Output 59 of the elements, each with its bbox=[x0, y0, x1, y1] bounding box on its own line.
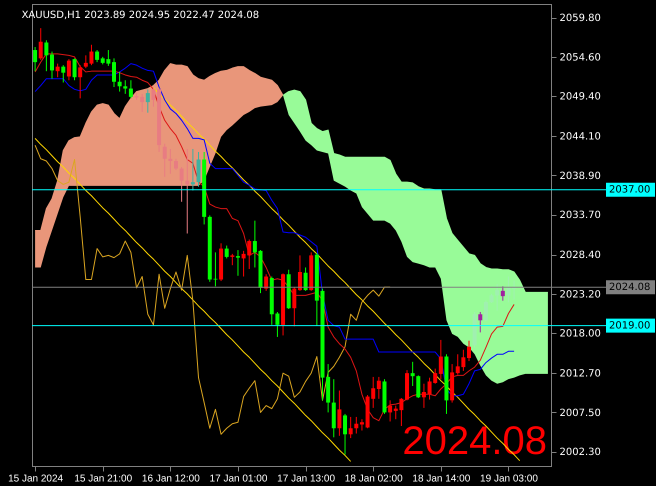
candlestick bbox=[224, 245, 229, 259]
y-tick-label: 2038.90 bbox=[560, 170, 601, 182]
candlestick bbox=[146, 88, 150, 114]
candlestick bbox=[410, 361, 415, 386]
x-tick-label: 17 Jan 01:00 bbox=[210, 474, 268, 484]
ref-line-label: 2037.00 bbox=[609, 184, 650, 196]
text: XAUUSD,H1 2023.89 2024.95 2022.47 2024.08 bbox=[22, 10, 260, 21]
x-tick-label: 18 Jan 14:00 bbox=[412, 474, 471, 484]
candlestick bbox=[38, 28, 43, 60]
y-tick-label: 2018.00 bbox=[560, 328, 601, 340]
x-tick-label: 15 Jan 2024 bbox=[8, 474, 64, 484]
y-tick-label: 2054.60 bbox=[560, 52, 601, 64]
candlestick bbox=[236, 250, 240, 276]
candlestick bbox=[416, 374, 420, 399]
candlestick bbox=[56, 63, 60, 78]
candlestick bbox=[185, 148, 190, 234]
candlestick bbox=[174, 158, 178, 171]
candlestick bbox=[388, 400, 392, 422]
candlestick bbox=[343, 413, 348, 456]
y-tick-label: 2028.40 bbox=[560, 250, 601, 262]
candlestick bbox=[478, 312, 482, 333]
candlestick bbox=[66, 58, 71, 81]
candlestick bbox=[78, 64, 82, 99]
y-tick-label: 2023.20 bbox=[560, 289, 601, 300]
y-tick-label: 2012.70 bbox=[560, 368, 601, 380]
candlestick bbox=[72, 58, 77, 81]
y-tick-label: 2007.50 bbox=[560, 408, 601, 419]
candlestick bbox=[128, 80, 133, 99]
candlestick bbox=[190, 148, 195, 191]
x-tick-label: 15 Jan 21:00 bbox=[74, 474, 133, 484]
candlestick bbox=[490, 293, 494, 304]
x-tick-label: 16 Jan 12:00 bbox=[142, 474, 200, 484]
y-tick-label: 2044.10 bbox=[560, 132, 601, 143]
candlestick bbox=[33, 46, 38, 72]
ref-line-label: 2019.00 bbox=[609, 320, 650, 332]
line-series bbox=[34, 138, 352, 462]
candlestick bbox=[337, 390, 342, 436]
candlestick bbox=[196, 151, 201, 188]
y-tick-label: 2049.40 bbox=[560, 92, 601, 103]
ref-line-label: 2024.08 bbox=[609, 282, 650, 294]
candlestick bbox=[495, 284, 500, 311]
candlestick bbox=[230, 253, 234, 266]
candlestick bbox=[348, 416, 353, 439]
y-tick-label: 2033.70 bbox=[560, 210, 601, 222]
candlestick bbox=[484, 300, 488, 322]
candlestick bbox=[376, 376, 381, 400]
candlestick bbox=[438, 339, 443, 380]
candlestick bbox=[264, 274, 268, 292]
candlestick bbox=[162, 143, 167, 178]
x-tick-label: 18 Jan 02:00 bbox=[344, 474, 404, 484]
candlestick bbox=[118, 71, 122, 92]
candlestick bbox=[304, 266, 308, 292]
candlestick bbox=[180, 166, 184, 202]
x-tick-label: 19 Jan 03:00 bbox=[480, 474, 538, 484]
y-tick-label: 2002.30 bbox=[560, 447, 601, 458]
candlestick bbox=[500, 286, 505, 302]
x-tick-label: 17 Jan 13:00 bbox=[277, 474, 336, 484]
candlestick bbox=[61, 64, 66, 84]
y-tick-label: 2059.80 bbox=[560, 13, 601, 24]
